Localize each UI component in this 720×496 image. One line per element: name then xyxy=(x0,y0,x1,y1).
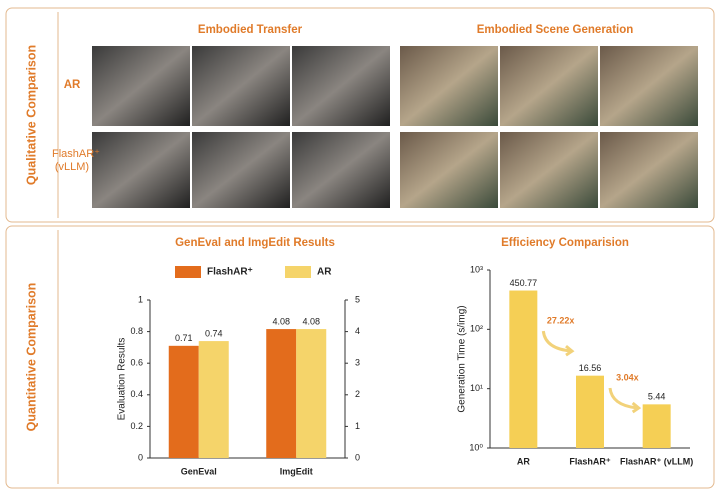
value-label: 0.71 xyxy=(175,333,193,343)
y2-tick-label: 1 xyxy=(355,421,360,431)
value-label: 450.77 xyxy=(510,278,538,288)
y-tick-label: 0.8 xyxy=(130,326,143,336)
chart-title: Efficiency Comparision xyxy=(501,237,629,249)
speedup-label: 27.22x xyxy=(547,315,575,325)
value-label: 0.74 xyxy=(205,328,223,338)
y2-tick-label: 2 xyxy=(355,389,360,399)
row-label: AR xyxy=(64,79,81,91)
legend-swatch xyxy=(285,266,311,278)
y-tick-label: 10² xyxy=(470,324,483,334)
y-tick-label: 1 xyxy=(138,294,143,304)
image xyxy=(292,46,390,126)
section-label: Qualitative Comparison xyxy=(24,45,38,185)
bottom-panel xyxy=(5,225,715,489)
column-header: Embodied Scene Generation xyxy=(477,24,634,36)
x-tick-label: FlashAR⁺ (vLLM) xyxy=(620,456,693,466)
chart-title: GenEval and ImgEdit Results xyxy=(175,237,335,249)
image xyxy=(400,132,498,208)
x-tick-label: GenEval xyxy=(181,466,217,476)
column-header: Embodied Transfer xyxy=(198,24,303,36)
value-label: 4.08 xyxy=(302,316,320,326)
image xyxy=(500,132,598,208)
bar xyxy=(576,375,604,448)
image xyxy=(600,46,698,126)
bar xyxy=(168,345,199,458)
y-tick-label: 10³ xyxy=(470,264,483,274)
images xyxy=(92,46,698,208)
x-tick-label: ImgEdit xyxy=(280,466,313,476)
section-label: Quantitative Comparison xyxy=(24,283,38,432)
y-tick-label: 0 xyxy=(138,452,143,462)
image xyxy=(292,132,390,208)
bar xyxy=(266,329,297,458)
y2-tick-label: 3 xyxy=(355,358,360,368)
y2-tick-label: 0 xyxy=(355,452,360,462)
y-tick-label: 0.6 xyxy=(130,358,143,368)
legend-swatch xyxy=(175,266,201,278)
y-axis-label: Generation Time (s/img) xyxy=(457,305,468,412)
legend-label: FlashAR⁺ xyxy=(207,267,253,278)
image xyxy=(192,132,290,208)
y-tick-label: 0.2 xyxy=(130,421,143,431)
y2-tick-label: 4 xyxy=(355,326,360,336)
x-tick-label: FlashAR⁺ xyxy=(569,456,611,466)
bar xyxy=(509,290,538,448)
speedup-arrow xyxy=(541,330,575,357)
image xyxy=(192,46,290,126)
image xyxy=(500,46,598,126)
y-axis-label: Evaluation Results xyxy=(117,338,128,421)
bar xyxy=(296,329,327,458)
image xyxy=(400,46,498,126)
y-tick-label: 0.4 xyxy=(130,389,143,399)
y-tick-label: 10¹ xyxy=(470,383,483,393)
bar xyxy=(642,404,671,448)
legend-label: AR xyxy=(317,267,332,278)
bar xyxy=(198,341,229,458)
row-label: FlashAR⁺ (vLLM) xyxy=(52,148,100,173)
speedup-label: 3.04x xyxy=(616,372,639,382)
value-label: 4.08 xyxy=(272,316,290,326)
value-label: 16.56 xyxy=(579,363,602,373)
image xyxy=(92,46,190,126)
x-tick-label: AR xyxy=(517,456,530,466)
y2-tick-label: 5 xyxy=(355,294,360,304)
top-panel xyxy=(5,7,715,223)
speedup-arrow xyxy=(608,387,642,414)
value-label: 5.44 xyxy=(648,392,666,402)
y-tick-label: 10⁰ xyxy=(469,442,483,452)
image xyxy=(92,132,190,208)
image xyxy=(600,132,698,208)
